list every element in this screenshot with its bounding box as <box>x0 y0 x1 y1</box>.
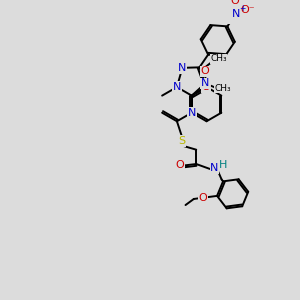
Text: CH₃: CH₃ <box>214 84 231 93</box>
Text: CH₃: CH₃ <box>210 54 227 63</box>
Text: S: S <box>178 136 185 146</box>
Text: O: O <box>231 0 239 6</box>
Text: N: N <box>201 78 209 88</box>
Text: +: + <box>239 4 245 13</box>
Text: N: N <box>231 9 240 19</box>
Text: O: O <box>176 160 184 170</box>
Text: O⁻: O⁻ <box>241 5 255 15</box>
Text: N: N <box>210 164 219 173</box>
Text: N: N <box>188 108 196 118</box>
Text: O: O <box>201 66 209 76</box>
Text: H: H <box>219 160 227 170</box>
Text: N: N <box>173 82 181 92</box>
Text: O: O <box>201 82 210 92</box>
Text: N: N <box>178 63 187 73</box>
Text: O: O <box>198 193 207 203</box>
